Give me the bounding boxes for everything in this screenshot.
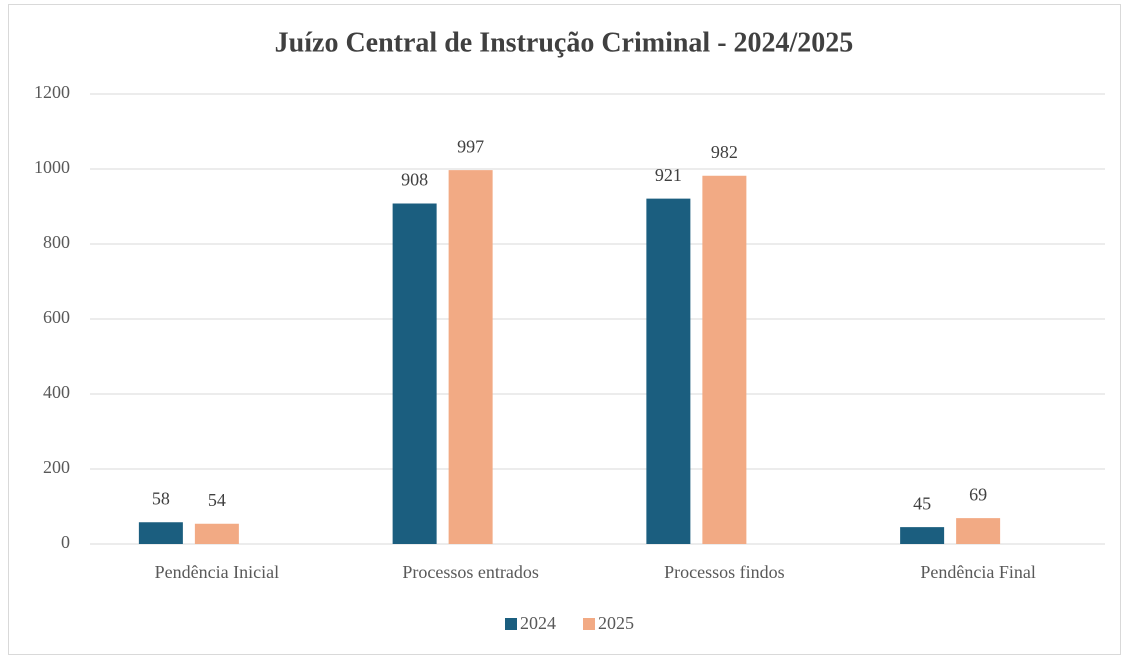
- legend-label: 2025: [598, 613, 634, 633]
- bar: [194, 523, 239, 544]
- value-label: 54: [208, 490, 226, 510]
- value-label: 45: [913, 493, 931, 513]
- value-label: 997: [457, 136, 484, 156]
- y-tick-label: 1000: [34, 157, 70, 177]
- bar: [646, 198, 691, 544]
- value-label: 982: [711, 142, 738, 162]
- y-tick-label: 200: [43, 457, 70, 477]
- chart-border: [8, 4, 1121, 655]
- legend-swatch: [505, 618, 517, 630]
- value-label: 908: [401, 170, 428, 190]
- y-tick-label: 400: [43, 382, 70, 402]
- bar: [900, 527, 945, 544]
- value-label: 69: [969, 484, 987, 504]
- bar: [448, 170, 493, 544]
- x-tick-label: Pendência Inicial: [155, 562, 279, 582]
- y-tick-label: 1200: [34, 82, 70, 102]
- bar: [956, 518, 1001, 544]
- value-label: 921: [655, 165, 682, 185]
- bar: [702, 175, 747, 544]
- x-tick-label: Pendência Final: [920, 562, 1035, 582]
- bar: [392, 203, 437, 544]
- chart-title: Juízo Central de Instrução Criminal - 20…: [275, 27, 854, 58]
- x-tick-label: Processos findos: [664, 562, 785, 582]
- bar: [138, 522, 183, 544]
- legend-swatch: [583, 618, 595, 630]
- legend-label: 2024: [520, 613, 556, 633]
- y-tick-label: 800: [43, 232, 70, 252]
- value-label: 58: [152, 488, 170, 508]
- x-tick-label: Processos entrados: [402, 562, 538, 582]
- y-tick-label: 600: [43, 307, 70, 327]
- y-tick-label: 0: [61, 532, 70, 552]
